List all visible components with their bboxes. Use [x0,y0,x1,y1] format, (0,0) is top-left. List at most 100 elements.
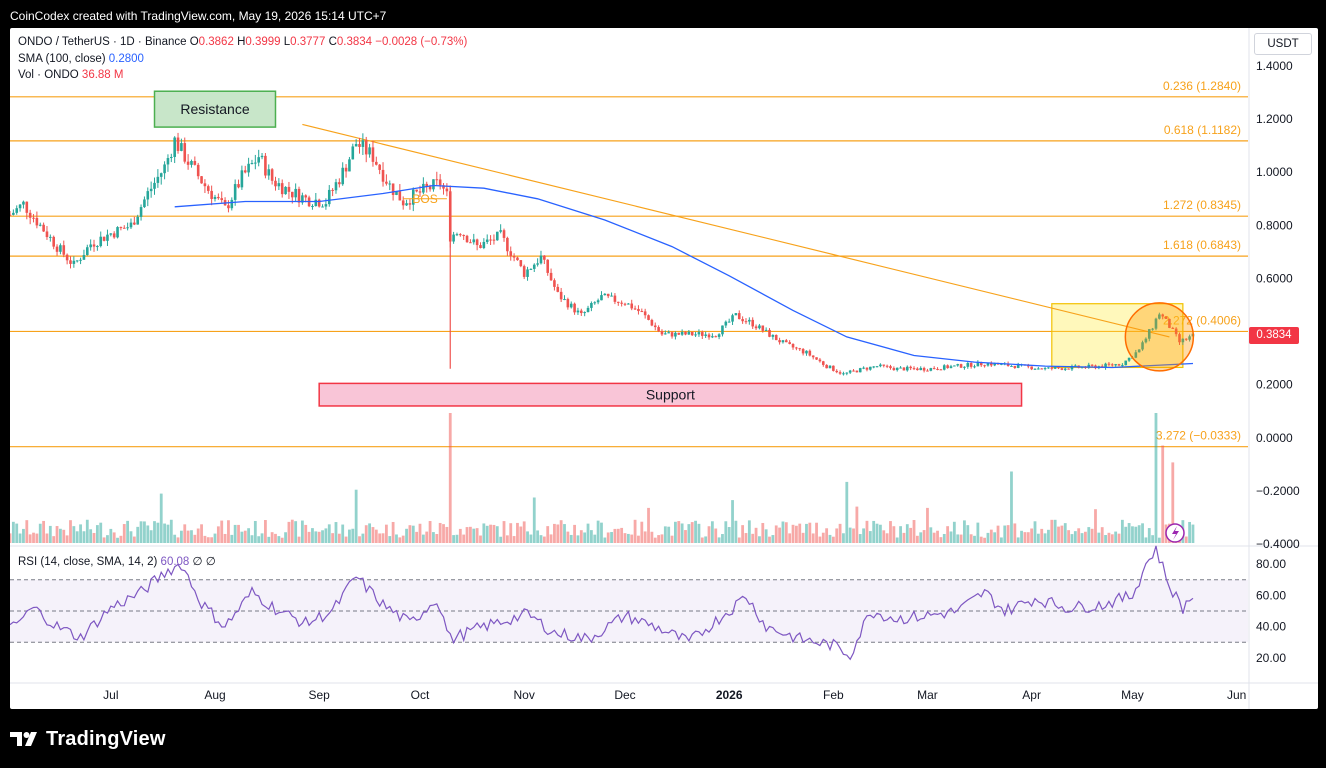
volume-bar [583,532,587,543]
volume-bar [418,523,422,543]
volume-bar [132,536,136,543]
candle-body [889,366,892,369]
candle-body [143,199,146,208]
volume-bar [805,523,808,543]
volume-bar [677,521,681,543]
currency-button[interactable]: USDT [1254,33,1312,55]
candle-body [375,161,378,165]
volume-bar [452,535,456,543]
volume-bar [1104,535,1107,543]
price-tick-label: −0.2000 [1256,484,1300,498]
candle-body [405,203,408,206]
volume-bar [1036,533,1040,543]
rsi-line [10,545,1194,661]
volume-bar [112,532,116,543]
volume-bar [32,532,35,543]
candle-body [842,373,845,375]
candle-body [1010,365,1013,367]
candle-body [932,368,936,370]
volume-bar [505,535,509,543]
volume-bar [1094,509,1097,543]
volume-bar [354,489,358,543]
candle-body [1063,368,1067,370]
volume-bar [109,528,113,543]
candle-body [1188,336,1191,340]
candle-body [717,334,721,337]
candle-body [603,293,607,296]
volume-bar [1043,533,1047,543]
volume-bar [284,532,287,543]
volume-bar [445,526,449,543]
x-tick-label: Jun [1227,688,1246,702]
candle-body [69,260,72,264]
candle-body [1000,363,1003,365]
candle-body [563,299,566,301]
candle-body [590,303,593,308]
candle-body [482,241,486,249]
candle-body [714,336,718,338]
candle-body [59,245,62,252]
candle-body [553,280,556,287]
volume-bar [704,536,708,543]
rsi-label[interactable]: RSI (14, close, SMA, 14, 2) [18,556,158,568]
volume-bar [260,533,264,543]
volume-bar [1097,532,1101,543]
price-tick-label: 1.4000 [1256,59,1293,73]
candle-body [862,367,865,369]
volume-bar [129,531,133,543]
candle-body [922,367,926,371]
candle-body [297,188,301,203]
volume-bar [28,534,32,543]
volume-bar [593,534,597,543]
volume-bar [119,535,123,543]
volume-bar [724,521,728,543]
volume-bar [589,530,593,543]
fib-level-label: 1.272 (0.8345) [1163,198,1241,212]
volume-bar [1134,526,1138,543]
resistance-box [153,90,277,128]
volume-bar [495,526,499,543]
fib-level-label: 1.618 (0.6843) [1163,238,1241,252]
volume-bar [230,534,234,543]
volume-bar [831,536,835,543]
volume-bar [764,529,768,543]
candle-body [344,167,348,172]
volume-bar [55,526,59,543]
volume-bar [411,525,415,543]
volume-bar [983,537,986,543]
candle-body [32,217,35,219]
volume-bar [294,521,298,543]
candle-body [186,161,190,165]
candle-body [539,255,543,264]
volume-bar [532,497,536,543]
volume-bar [1084,531,1087,543]
volume-bar [1006,525,1010,543]
volume-bar [744,533,748,543]
candle-body [953,365,956,367]
candle-body [828,365,832,369]
volume-bars [10,413,1195,543]
candle-body [956,364,960,366]
candle-body [785,340,788,343]
volume-bar [731,500,734,543]
volume-bar [99,522,103,543]
volume-bar [139,521,143,543]
volume-bar [768,536,771,543]
volume-bar [304,524,308,543]
chart-frame[interactable]: 1.40001.20001.00000.80000.60000.40000.20… [10,28,1318,709]
volume-bar [647,507,650,543]
candle-body [371,147,375,162]
volume-bar [95,525,99,543]
fib-level-label: 3.272 (−0.0333) [1156,429,1241,443]
candle-body [529,268,533,270]
price-chart-svg[interactable]: 1.40001.20001.00000.80000.60000.40000.20… [10,28,1318,709]
candle-body [986,363,990,366]
candle-body [1144,338,1148,343]
candle-body [12,212,15,215]
volume-bar [388,536,392,543]
volume-bar [106,535,109,543]
volume-bar [932,532,936,543]
volume-bar [969,534,973,543]
candle-body [354,144,358,147]
candle-body [79,259,82,261]
